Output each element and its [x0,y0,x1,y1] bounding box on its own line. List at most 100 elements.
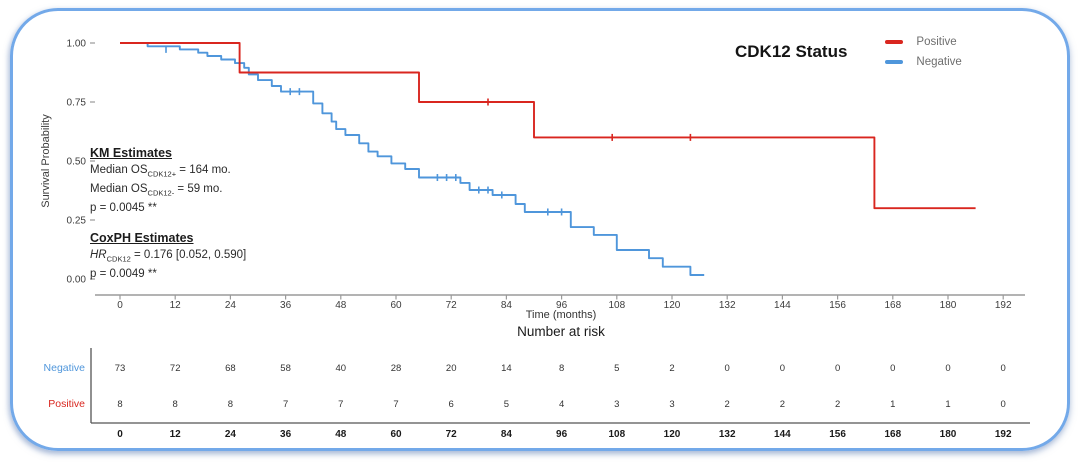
risk-axis-tick-label: 156 [829,429,846,440]
risk-axis-tick-label: 192 [995,429,1012,440]
x-axis-title: Time (months) [525,309,597,321]
risk-axis-tick-label: 48 [335,429,347,440]
risk-value-negative: 0 [835,363,840,374]
risk-value-positive: 4 [559,399,564,410]
x-tick-label: 72 [446,300,458,311]
coxph-hr-prefix: HR [90,249,107,261]
x-tick-label: 144 [774,300,791,311]
risk-axis-tick-label: 84 [501,429,513,440]
risk-value-positive: 5 [504,399,509,410]
km-curve-positive [120,42,976,210]
x-tick-label: 48 [335,300,347,311]
x-tick-label: 132 [719,300,736,311]
risk-table-title: Number at risk [517,324,605,339]
km-median-negative-prefix: Median OS [90,182,148,195]
risk-value-negative: 2 [669,363,674,374]
x-tick-label: 180 [940,300,957,311]
risk-value-positive: 1 [945,399,950,410]
risk-value-positive: 0 [1001,399,1006,410]
risk-value-negative: 28 [391,363,402,374]
risk-value-negative: 0 [725,363,730,374]
risk-value-negative: 0 [1001,363,1006,374]
km-estimates-header: KM Estimates [90,146,172,160]
y-tick-label: 0.75 [67,98,87,109]
risk-value-positive: 8 [173,399,178,410]
risk-axis-tick-label: 96 [556,429,568,440]
risk-axis-tick-label: 120 [664,429,681,440]
coxph-hr-line: HRCDK12 = 0.176 [0.052, 0.590] [90,248,246,267]
risk-value-positive: 3 [614,399,619,410]
risk-value-positive: 7 [338,399,343,410]
risk-axis-tick-label: 0 [117,429,123,440]
risk-value-negative: 5 [614,363,619,374]
risk-value-negative: 8 [559,363,564,374]
negative-line-swatch-icon [885,59,904,65]
risk-axis-tick-label: 168 [884,429,901,440]
legend-item-positive: Positive [885,36,961,48]
legend-label-positive: Positive [916,36,957,48]
x-tick-label: 60 [390,300,402,311]
km-median-negative: Median OSCDK12- = 59 mo. [90,182,231,201]
y-tick-label: 1.00 [67,39,87,50]
risk-value-positive: 6 [449,399,454,410]
coxph-pvalue: p = 0.0049 ** [90,267,157,280]
legend: CDK12 Status Positive Negative [735,36,962,68]
risk-value-negative: 0 [890,363,895,374]
x-tick-label: 192 [995,300,1012,311]
x-tick-label: 156 [829,300,846,311]
coxph-hr-subscript: CDK12 [106,254,131,264]
risk-value-positive: 7 [393,399,398,410]
risk-value-negative: 40 [336,363,347,374]
coxph-estimates-block: CoxPH Estimates HRCDK12 = 0.176 [0.052, … [90,231,246,282]
x-tick-label: 120 [664,300,681,311]
risk-axis-tick-label: 12 [170,429,182,440]
risk-value-negative: 73 [115,363,126,374]
y-tick-label: 0.25 [67,216,87,227]
x-tick-label: 96 [556,300,568,311]
x-tick-label: 36 [280,300,292,311]
risk-value-positive: 7 [283,399,288,410]
km-median-positive-value: = 164 mo. [176,164,231,176]
y-tick-label: 0.50 [67,157,87,168]
risk-value-negative: 68 [225,363,236,374]
x-tick-label: 84 [501,300,513,311]
x-tick-label: 12 [170,300,182,311]
risk-axis-tick-label: 108 [608,429,625,440]
y-tick-label: 0.00 [67,275,87,286]
km-pvalue: p = 0.0045 ** [90,201,157,214]
risk-row-label-positive: Positive [48,398,85,410]
coxph-hr-value: = 0.176 [0.052, 0.590] [130,249,247,261]
x-tick-label: 168 [884,300,901,311]
risk-value-negative: 58 [280,363,291,374]
risk-axis-tick-label: 72 [446,429,458,440]
risk-axis-tick-label: 60 [390,429,402,440]
y-axis-title: Survival Probability [40,114,52,208]
risk-value-positive: 3 [669,399,674,410]
positive-line-swatch-icon [885,39,904,45]
risk-axis-tick-label: 36 [280,429,292,440]
legend-label-negative: Negative [916,56,962,68]
x-tick-label: 0 [117,300,123,311]
risk-axis-tick-label: 24 [225,429,237,440]
risk-value-negative: 0 [945,363,950,374]
km-median-negative-subscript: CDK12- [147,188,175,198]
x-tick-label: 24 [225,300,237,311]
risk-value-positive: 2 [835,399,840,410]
risk-value-positive: 2 [780,399,785,410]
risk-value-positive: 8 [228,399,233,410]
risk-value-positive: 8 [117,399,122,410]
km-median-positive-subscript: CDK12+ [147,169,177,179]
risk-value-negative: 14 [501,363,512,374]
risk-value-positive: 1 [890,399,895,410]
km-median-positive-prefix: Median OS [90,164,148,176]
km-median-positive: Median OSCDK12+ = 164 mo. [90,163,231,182]
risk-value-negative: 20 [446,363,457,374]
risk-value-positive: 2 [725,399,730,410]
legend-item-negative: Negative [885,56,962,68]
legend-items: Positive Negative [885,36,962,68]
risk-axis-tick-label: 180 [940,429,957,440]
x-tick-label: 108 [608,300,625,311]
risk-axis-tick-label: 144 [774,429,791,440]
